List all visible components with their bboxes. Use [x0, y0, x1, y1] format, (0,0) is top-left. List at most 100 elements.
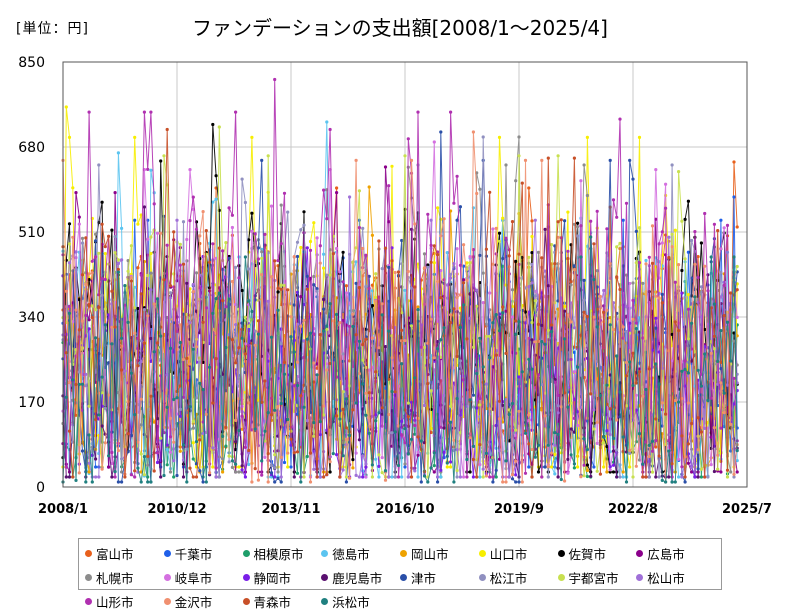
series-point [357, 286, 361, 290]
series-point [250, 309, 254, 314]
series-point [142, 205, 146, 209]
series-point [458, 413, 462, 417]
series-point [618, 415, 622, 419]
series-point [315, 373, 319, 377]
series-point [181, 443, 186, 447]
series-point [683, 257, 687, 261]
series-point [579, 179, 583, 183]
series-point [556, 220, 560, 224]
series-point [517, 252, 521, 256]
series-point [305, 274, 309, 278]
series-point [100, 293, 104, 297]
series-point [90, 259, 94, 263]
legend-item: 山口市 [478, 544, 558, 563]
series-point [475, 371, 479, 376]
series-point [605, 444, 609, 449]
series-point [152, 350, 156, 354]
series-point [468, 470, 472, 474]
series-point [208, 471, 212, 475]
series-point [530, 447, 534, 452]
series-point [657, 475, 661, 479]
series-point [660, 241, 664, 245]
series-point [276, 308, 280, 312]
series-point [175, 412, 179, 416]
series-point [491, 262, 495, 266]
series-point [178, 263, 182, 267]
series-point [657, 276, 661, 280]
series-point [211, 446, 215, 450]
series-point [374, 413, 378, 417]
series-point [432, 324, 436, 328]
series-point [276, 405, 280, 409]
legend-marker [400, 549, 407, 557]
series-point [67, 222, 72, 226]
series-point [341, 390, 345, 394]
series-point [735, 264, 739, 269]
series-point [719, 270, 723, 275]
series-point [71, 475, 75, 479]
legend-item: 静岡市 [242, 568, 322, 587]
series-point [686, 371, 691, 375]
series-point [540, 475, 544, 479]
series-point [690, 238, 694, 243]
series-point [201, 320, 205, 324]
series-point [605, 308, 609, 312]
series-point [80, 382, 85, 386]
series-point [74, 191, 78, 195]
series-point [198, 360, 202, 364]
series-point [585, 463, 590, 467]
series-point [611, 198, 616, 202]
series-point [312, 332, 316, 336]
series-point [641, 281, 645, 285]
series-point [266, 299, 270, 303]
series-point [475, 475, 479, 479]
series-point [722, 411, 726, 415]
series-point [393, 270, 397, 275]
series-point [204, 229, 208, 233]
series-line [62, 236, 738, 484]
series-point [416, 453, 420, 457]
series-point [732, 376, 736, 380]
series-point [510, 401, 515, 406]
series-point [488, 334, 492, 338]
series-point [667, 449, 671, 453]
series-point [693, 295, 697, 299]
series-point [289, 315, 293, 319]
series-point [716, 229, 720, 233]
legend-marker [163, 549, 171, 557]
series-point [165, 127, 169, 132]
series-point [282, 432, 287, 436]
series-point [292, 303, 296, 307]
series-point [181, 395, 186, 399]
series-point [234, 470, 238, 474]
series-point [406, 137, 410, 141]
series-point [520, 181, 524, 185]
series-point [168, 284, 173, 288]
series-point [416, 308, 420, 312]
series-point [585, 315, 590, 319]
series-point [572, 416, 577, 420]
series-point [654, 316, 658, 320]
series-point [491, 480, 495, 484]
series-point [344, 480, 348, 484]
series-point [361, 358, 365, 362]
series-point [654, 439, 658, 443]
series-point [647, 454, 651, 459]
series-point [295, 360, 300, 364]
series-point [380, 406, 384, 410]
series-point [566, 210, 570, 214]
series-point [550, 330, 554, 334]
series-point [97, 251, 101, 255]
series-point [634, 440, 638, 444]
series-point [497, 231, 502, 235]
series-point [191, 475, 195, 479]
series-point [458, 293, 462, 297]
series-point [664, 206, 668, 210]
series-point [211, 200, 215, 204]
series-point [224, 345, 228, 350]
series-point [279, 203, 283, 207]
series-point [67, 475, 72, 479]
series-point [650, 224, 655, 228]
series-line [62, 129, 738, 479]
series-point [77, 382, 81, 386]
